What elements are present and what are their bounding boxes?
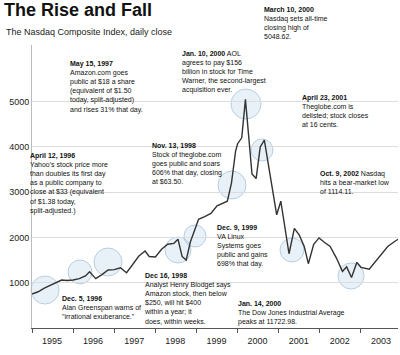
svg-text:2003: 2003 <box>371 336 391 346</box>
svg-text:Oct. 9, 2002 Nasdaqhits a bear: Oct. 9, 2002 Nasdaqhits a bear-market lo… <box>320 170 390 195</box>
svg-text:The Nasdaq Composite Index, da: The Nasdaq Composite Index, daily close <box>6 27 172 37</box>
svg-text:1995: 1995 <box>42 336 62 346</box>
svg-text:5000: 5000 <box>9 97 29 107</box>
svg-text:March 10, 2000Nasdaq sets all-: March 10, 2000Nasdaq sets all-timeclosin… <box>264 6 328 40</box>
svg-text:1000: 1000 <box>9 278 29 288</box>
svg-text:Nov. 13, 1998Stock of theglobe: Nov. 13, 1998Stock of theglobe.comgoes p… <box>152 142 222 185</box>
svg-text:Dec. 9, 1999VA LinuxSystems go: Dec. 9, 1999VA LinuxSystems goespublic a… <box>217 224 268 268</box>
svg-text:May 15, 1997Amazon.com goespub: May 15, 1997Amazon.com goespublic at $18… <box>70 60 143 114</box>
svg-text:1999: 1999 <box>206 336 226 346</box>
svg-text:April 23, 2001Theglobe.com isd: April 23, 2001Theglobe.com isdelisted; s… <box>302 94 369 128</box>
svg-text:2000: 2000 <box>9 233 29 243</box>
svg-text:2002: 2002 <box>330 336 350 346</box>
svg-text:3000: 3000 <box>9 187 29 197</box>
svg-text:1996: 1996 <box>83 336 103 346</box>
svg-text:The Rise and Fall: The Rise and Fall <box>4 0 152 20</box>
svg-text:2000: 2000 <box>248 336 268 346</box>
svg-text:2001: 2001 <box>289 336 309 346</box>
svg-text:1997: 1997 <box>124 336 144 346</box>
svg-text:Jan. 10, 2000 AOLagrees to pay: Jan. 10, 2000 AOLagrees to pay $156billi… <box>182 50 266 94</box>
svg-text:Jan. 14, 2000The Dow Jones Ind: Jan. 14, 2000The Dow Jones Industrial Av… <box>238 300 345 326</box>
svg-text:Dec 16, 1998Analyst Henry Blod: Dec 16, 1998Analyst Henry Blodget saysAm… <box>144 272 231 325</box>
svg-text:April 12, 1996Yahoo's stock pr: April 12, 1996Yahoo's stock price moreth… <box>30 152 108 215</box>
svg-text:Dec. 5, 1996Alan Greenspan war: Dec. 5, 1996Alan Greenspan warns of"irra… <box>62 295 141 320</box>
svg-text:1998: 1998 <box>165 336 185 346</box>
svg-text:4000: 4000 <box>9 142 29 152</box>
